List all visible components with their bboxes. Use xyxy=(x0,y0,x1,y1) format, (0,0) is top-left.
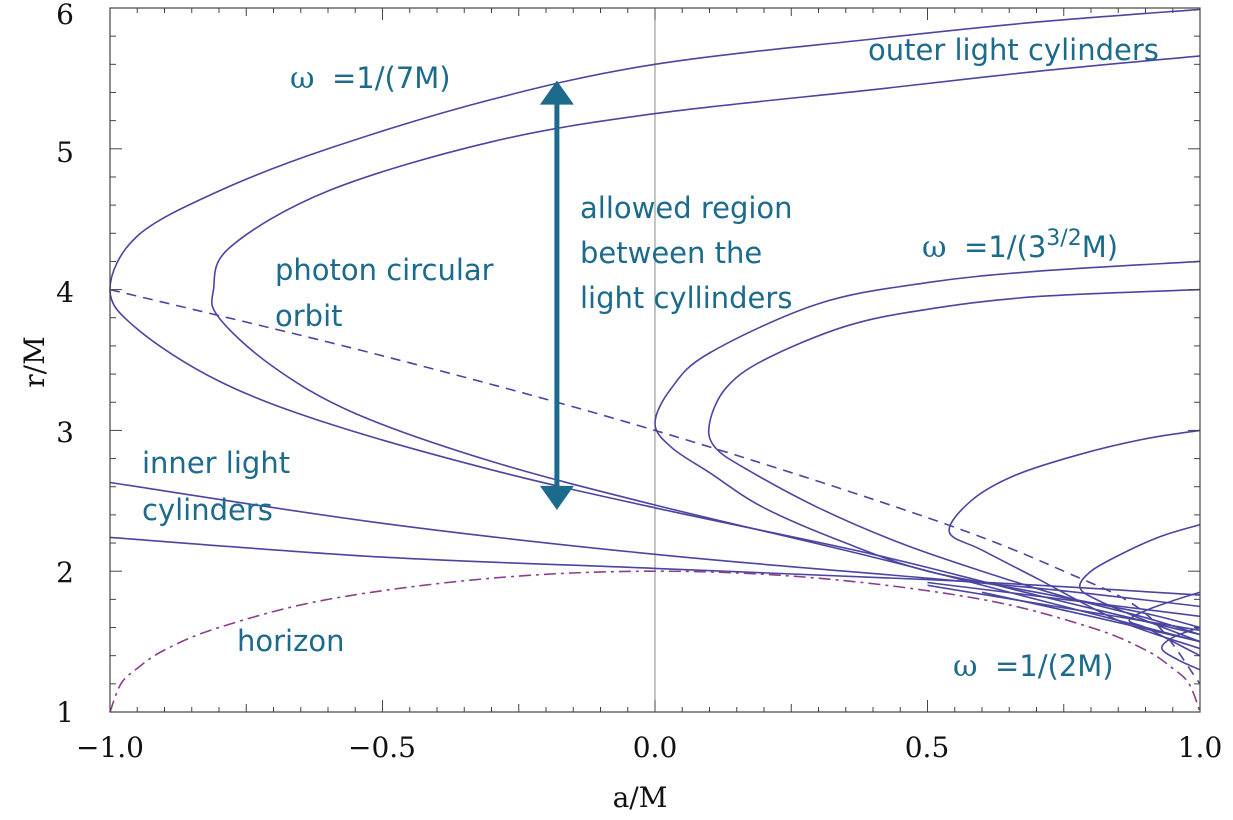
x-tick-label: 0.0 xyxy=(633,731,678,764)
inner-light-cylinders-line-1: inner light xyxy=(142,446,290,480)
arrow-head-down xyxy=(539,485,574,510)
y-tick-label: 2 xyxy=(56,556,74,589)
series-curve-1 xyxy=(211,55,1200,643)
x-tick-label: −1.0 xyxy=(76,731,144,764)
omega-symbol: ω xyxy=(922,230,946,265)
y-tick-label: 5 xyxy=(56,136,74,169)
allowed-region-line-1: allowed region xyxy=(580,191,793,225)
y-axis-title: r/M xyxy=(18,336,51,388)
photon-orbit-dashed-line-13 xyxy=(109,288,1200,685)
omega-label-2m: =1/(2M) xyxy=(995,649,1114,683)
allowed-region-line-2: between the xyxy=(580,236,762,270)
x-tick-label: −0.5 xyxy=(348,731,416,764)
allowed-region-arrow xyxy=(539,80,574,510)
axis-ticks xyxy=(109,7,1201,713)
allowed-region-line-3: light cyllinders xyxy=(580,281,792,315)
series-curve-6 xyxy=(1128,591,1200,657)
photon-orbit-line-1: photon circular xyxy=(275,253,494,287)
omega-label-3-3-2: =1/(33/2M) xyxy=(964,226,1118,264)
omega-symbol: ω xyxy=(290,61,314,96)
series-curve-7 xyxy=(1161,626,1200,671)
series-curve-8 xyxy=(109,481,1200,608)
y-tick-label: 3 xyxy=(56,416,74,449)
x-axis-title: a/M xyxy=(613,781,668,814)
arrow-head-up xyxy=(539,80,574,105)
series-curve-10 xyxy=(927,581,1200,618)
y-tick-label: 6 xyxy=(56,0,74,31)
series-curve-2 xyxy=(654,260,1200,629)
omega-label-7m: =1/(7M) xyxy=(332,61,451,95)
curves-layer xyxy=(109,8,1200,712)
inner-light-cylinders-line-2: cylinders xyxy=(142,493,273,527)
outer-light-cylinders-label: outer light cylinders xyxy=(868,33,1159,67)
horizon-curve-14 xyxy=(109,570,1200,712)
series-curve-5 xyxy=(1078,523,1200,643)
series-curve-3 xyxy=(707,288,1200,636)
photon-orbit-line-2: orbit xyxy=(275,299,343,333)
series-curve-4 xyxy=(948,429,1200,650)
y-tick-label: 1 xyxy=(56,696,74,729)
x-tick-label: 1.0 xyxy=(1178,731,1223,764)
omega-label-3-3-2-base: =1/(3 xyxy=(964,230,1046,264)
series-curve-12 xyxy=(981,591,1200,643)
x-tick-label: 0.5 xyxy=(905,731,950,764)
omega-label-3-3-2-superscript: 3/2 xyxy=(1046,226,1081,251)
omega-symbol: ω xyxy=(953,649,977,684)
omega-label-3-3-2-tail: M) xyxy=(1082,230,1118,264)
series-curve-11 xyxy=(927,584,1200,632)
y-tick-label: 4 xyxy=(56,276,74,309)
series-curve-9 xyxy=(109,536,1200,596)
horizon-label: horizon xyxy=(237,624,344,658)
